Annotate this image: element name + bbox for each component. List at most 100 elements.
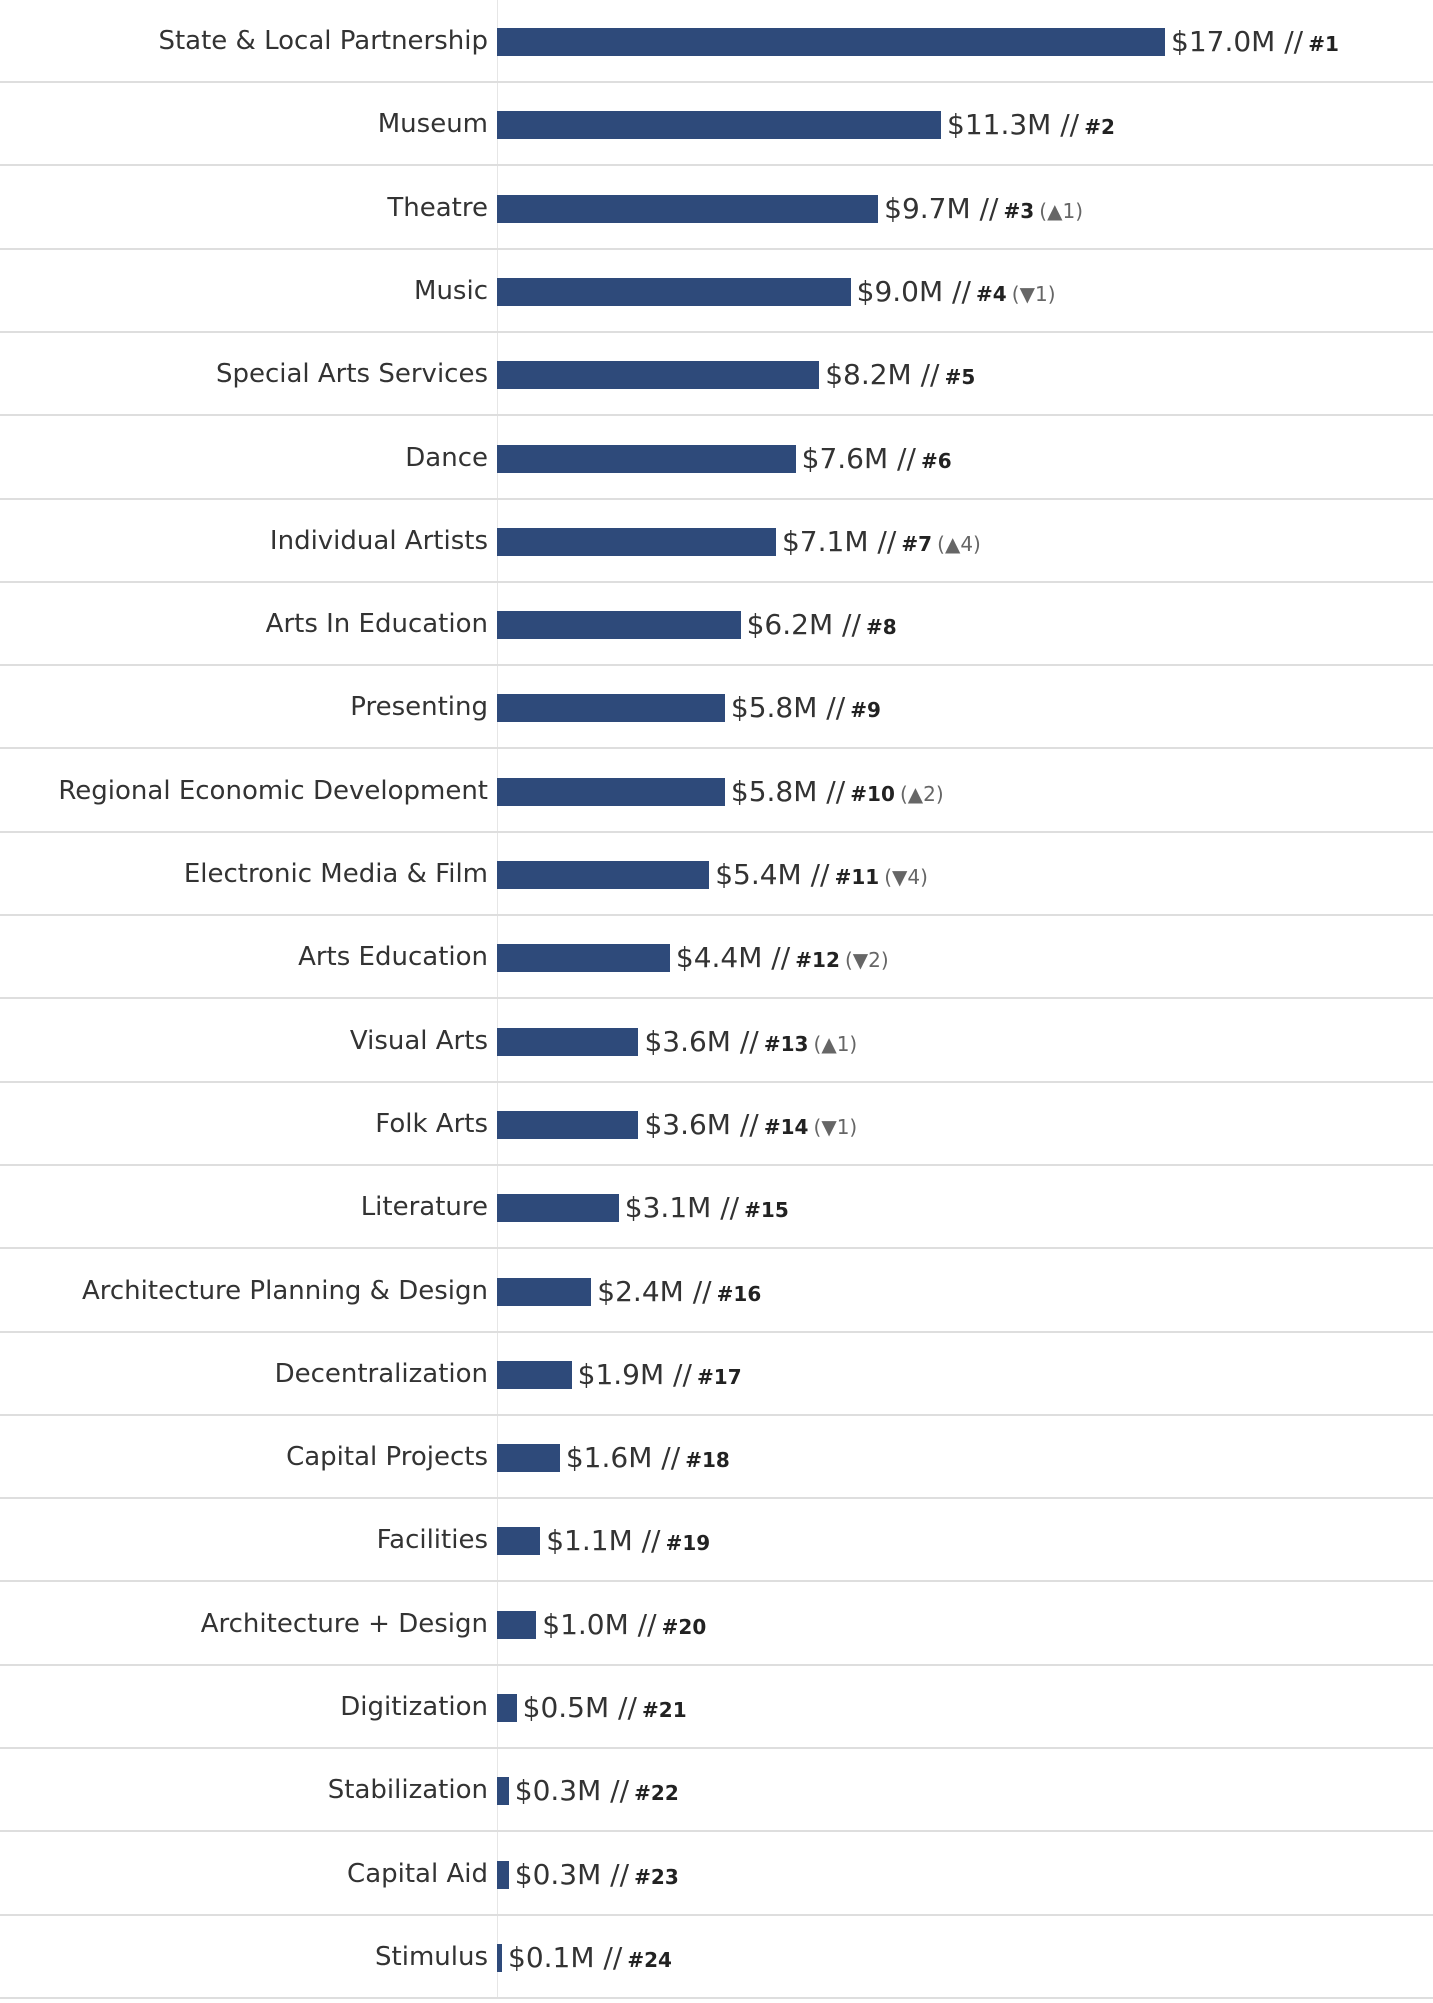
row-separator bbox=[0, 1996, 1433, 1999]
bar bbox=[497, 1110, 639, 1139]
chart-row: Regional Economic Development $5.8M // #1… bbox=[0, 750, 1433, 833]
row-separator bbox=[0, 1663, 1433, 1666]
row-separator bbox=[0, 1747, 1433, 1749]
data-label: $17.0M // #1 bbox=[1171, 0, 1339, 87]
bar bbox=[497, 1943, 502, 1972]
category-label: Arts Education bbox=[298, 942, 488, 973]
value-label: $3.6M // bbox=[644, 1107, 759, 1141]
bar bbox=[497, 1527, 541, 1556]
rank-change-label: (▲4) bbox=[937, 531, 981, 556]
value-label: $7.6M // bbox=[801, 441, 916, 475]
chart-row: Stimulus $0.1M // #24 bbox=[0, 1916, 1433, 1999]
bar bbox=[497, 694, 725, 723]
rank-label: #21 bbox=[642, 1698, 687, 1722]
row-separator bbox=[0, 164, 1433, 167]
bar bbox=[497, 777, 725, 806]
data-label: $3.6M // #13 (▲1) bbox=[644, 1000, 857, 1087]
category-label: Stabilization bbox=[327, 1775, 488, 1806]
rank-change-label: (▲1) bbox=[813, 1031, 858, 1056]
value-label: $1.6M // bbox=[565, 1441, 681, 1475]
category-label: Presenting bbox=[350, 692, 488, 723]
chart-row: Architecture Planning & Design $2.4M // #… bbox=[0, 1250, 1433, 1333]
rank-change-label: (▼2) bbox=[844, 948, 889, 973]
row-separator bbox=[0, 1163, 1433, 1166]
chart-row: Theatre $9.7M // #3 (▲1) bbox=[0, 167, 1433, 250]
rank-change-label: (▼4) bbox=[884, 865, 928, 889]
category-label: Capital Aid bbox=[347, 1858, 488, 1889]
data-label: $5.8M // #9 bbox=[731, 666, 881, 753]
rank-label: #5 bbox=[944, 365, 976, 390]
row-separator bbox=[0, 914, 1433, 916]
category-label: Digitization bbox=[340, 1692, 488, 1722]
category-label: Stimulus bbox=[375, 1941, 488, 1972]
rank-label: #8 bbox=[865, 615, 897, 640]
rank-label: #9 bbox=[850, 698, 881, 723]
value-label: $2.4M // bbox=[597, 1274, 712, 1308]
row-separator bbox=[0, 830, 1433, 833]
row-separator bbox=[0, 1913, 1433, 1916]
row-separator bbox=[0, 497, 1433, 500]
data-label: $3.6M // #14 (▼1) bbox=[644, 1083, 857, 1170]
chart-row: Architecture + Design $1.0M // #20 bbox=[0, 1583, 1433, 1666]
rank-label: #22 bbox=[634, 1781, 679, 1806]
row-separator bbox=[0, 1413, 1433, 1416]
bar bbox=[497, 527, 776, 556]
category-label: Theatre bbox=[387, 192, 488, 223]
bar bbox=[497, 111, 942, 140]
bar bbox=[497, 1194, 619, 1223]
category-label: Folk Arts bbox=[375, 1108, 488, 1139]
chart-row: Stabilization $0.3M // #22 bbox=[0, 1749, 1433, 1833]
data-label: $6.2M // #8 bbox=[747, 583, 897, 670]
rank-label: #13 bbox=[763, 1031, 809, 1056]
chart-row: Digitization $0.5M // #21 bbox=[0, 1666, 1433, 1749]
data-label: $9.0M // #4 (▼1) bbox=[857, 250, 1056, 337]
value-label: $0.3M // bbox=[514, 1774, 630, 1808]
value-label: $1.9M // bbox=[577, 1357, 692, 1391]
bar bbox=[497, 277, 851, 306]
data-label: $0.1M // #24 bbox=[508, 1916, 672, 2003]
chart-row: Individual Artists $7.1M // #7 (▲4) bbox=[0, 500, 1433, 583]
data-label: $2.4M // #16 bbox=[597, 1250, 761, 1337]
data-label: $11.3M // #2 bbox=[947, 83, 1115, 170]
rank-label: #4 bbox=[976, 281, 1007, 306]
row-separator bbox=[0, 1080, 1433, 1083]
chart-row: Electronic Media & Film $5.4M // #11 (▼4) bbox=[0, 833, 1433, 916]
bar bbox=[497, 1444, 560, 1473]
value-label: $9.0M // bbox=[856, 274, 971, 308]
rank-label: #3 bbox=[1003, 198, 1035, 223]
bar bbox=[497, 444, 796, 473]
category-label: Special Arts Services bbox=[215, 359, 488, 390]
bar bbox=[497, 944, 670, 973]
rank-label: #10 bbox=[850, 781, 895, 806]
category-label: Museum bbox=[377, 109, 488, 140]
data-label: $4.4M // #12 (▼2) bbox=[676, 916, 889, 1003]
rank-change-label: (▼1) bbox=[813, 1114, 858, 1139]
rank-label: #14 bbox=[763, 1114, 809, 1139]
rank-label: #12 bbox=[795, 948, 840, 973]
data-label: $0.5M // #21 bbox=[523, 1666, 687, 1753]
chart-row: Arts Education $4.4M // #12 (▼2) bbox=[0, 916, 1433, 1000]
value-label: $0.5M // bbox=[522, 1691, 637, 1724]
rank-label: #1 bbox=[1308, 32, 1339, 56]
chart-row: State & Local Partnership $17.0M // #1 bbox=[0, 0, 1433, 83]
data-label: $8.2M // #5 bbox=[825, 333, 975, 420]
row-separator bbox=[0, 664, 1433, 667]
bar bbox=[497, 1777, 509, 1806]
value-label: $0.1M // bbox=[508, 1940, 623, 1974]
rank-label: #20 bbox=[661, 1614, 707, 1639]
data-label: $5.8M // #10 (▲2) bbox=[731, 750, 944, 837]
chart-row: Visual Arts $3.6M // #13 (▲1) bbox=[0, 1000, 1433, 1083]
rank-change-label: (▲1) bbox=[1039, 198, 1084, 223]
chart-row: Capital Projects $1.6M // #18 bbox=[0, 1416, 1433, 1500]
chart-row: Folk Arts $3.6M // #14 (▼1) bbox=[0, 1083, 1433, 1166]
row-separator bbox=[0, 1497, 1433, 1500]
rank-label: #11 bbox=[834, 865, 880, 889]
chart-row: Museum $11.3M // #2 bbox=[0, 83, 1433, 167]
bar bbox=[497, 194, 879, 223]
row-separator bbox=[0, 414, 1433, 417]
row-separator bbox=[0, 247, 1433, 250]
chart-row: Arts In Education $6.2M // #8 bbox=[0, 583, 1433, 667]
category-label: Architecture + Design bbox=[200, 1608, 488, 1639]
category-label: Arts In Education bbox=[265, 609, 488, 640]
